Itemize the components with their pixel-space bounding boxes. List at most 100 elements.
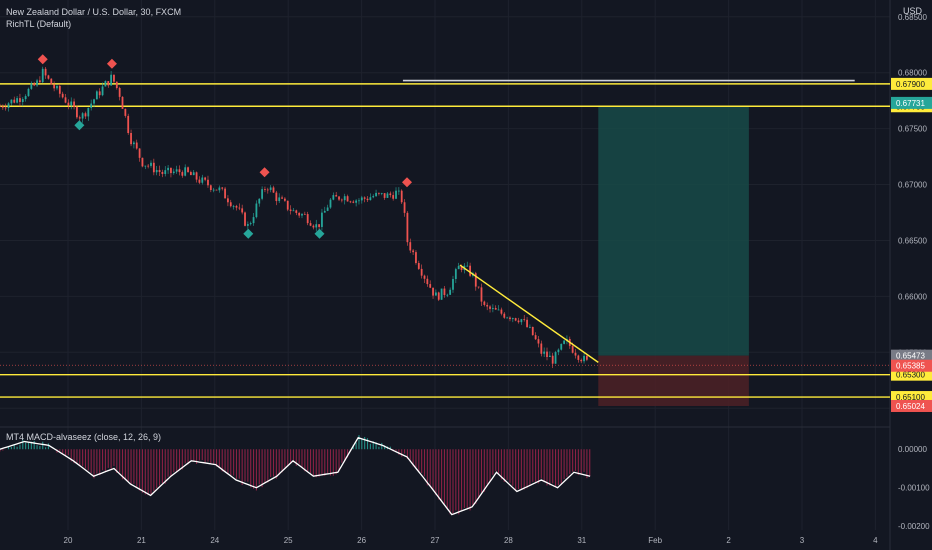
candle-body	[503, 313, 506, 318]
candle-body	[560, 343, 563, 350]
candle-body	[460, 265, 463, 270]
candle-body	[1, 106, 4, 108]
candle-body	[76, 106, 78, 118]
candle-body	[358, 200, 360, 202]
candle-body	[360, 197, 363, 201]
candle-body	[315, 224, 318, 228]
candle-body	[383, 193, 386, 198]
candle-body	[446, 294, 449, 296]
candle-body	[531, 326, 534, 336]
loss-zone	[598, 355, 749, 406]
price-tick-label: 0.67000	[898, 181, 927, 190]
candle-body	[224, 188, 226, 199]
candle-body	[138, 148, 141, 158]
candle-body	[19, 98, 21, 103]
candle-body	[258, 198, 261, 204]
candle-body	[184, 167, 187, 176]
candle-body	[101, 86, 104, 96]
candle-body	[452, 279, 454, 290]
candle-body	[189, 172, 192, 176]
candle-body	[16, 98, 18, 103]
indicator-label[interactable]: RichTL (Default)	[6, 19, 72, 29]
candle-body	[172, 171, 175, 174]
candle-body	[118, 88, 121, 97]
candle-body	[73, 101, 75, 107]
candle-body	[10, 99, 13, 104]
time-tick-label: 27	[431, 536, 440, 545]
price-tick-label: 0.66000	[898, 292, 927, 301]
candle-body	[480, 287, 483, 302]
candle-body	[346, 196, 349, 202]
candle-body	[84, 113, 87, 117]
candle-body	[64, 97, 67, 103]
candle-body	[432, 287, 434, 296]
candle-body	[175, 169, 178, 172]
candle-body	[113, 74, 115, 82]
oscillator-legend[interactable]: MT4 MACD-alvaseez (close, 12, 26, 9)	[6, 432, 162, 442]
candle-body	[93, 99, 95, 104]
candle-body	[363, 197, 366, 199]
candle-body	[107, 81, 110, 86]
candle-body	[352, 201, 355, 203]
candle-body	[238, 207, 241, 209]
candle-body	[195, 172, 198, 180]
candle-body	[483, 301, 486, 305]
time-tick-label: 25	[284, 536, 293, 545]
candle-body	[526, 319, 528, 328]
candle-body	[400, 190, 403, 203]
candle-body	[221, 187, 224, 189]
candle-body	[198, 179, 201, 183]
candle-body	[30, 83, 33, 89]
trendline	[459, 264, 599, 363]
price-axis: 0.68500 0.68000 0.67500 0.67000 0.66500 0.660…	[891, 13, 932, 531]
candle-body	[98, 91, 101, 96]
macd-tick-label: -0.00200	[898, 522, 930, 531]
candle-body	[252, 217, 255, 224]
candle-body	[246, 224, 249, 226]
candle-body	[187, 167, 189, 173]
level-price-tag: 0.65300	[896, 371, 925, 380]
candle-body	[386, 193, 389, 198]
time-tick-label: 26	[357, 536, 366, 545]
profit-zone	[598, 106, 749, 356]
candle-body	[110, 74, 113, 86]
candle-body	[309, 223, 312, 226]
candle-body	[181, 172, 184, 176]
candle-body	[406, 212, 409, 243]
candle-body	[477, 286, 480, 288]
candle-body	[255, 203, 258, 218]
time-tick-label: 24	[210, 536, 219, 545]
candle-body	[292, 210, 295, 212]
candle-body	[323, 210, 326, 213]
candle-body	[395, 190, 397, 199]
time-tick-label: 20	[64, 536, 73, 545]
candle-body	[529, 326, 531, 328]
candle-body	[90, 103, 93, 108]
horizontal-levels	[0, 83, 890, 398]
candle-body	[130, 133, 132, 145]
pivot-high-marker	[402, 177, 412, 188]
candle-body	[241, 208, 244, 213]
candle-body	[135, 142, 138, 149]
symbol-title[interactable]: New Zealand Dollar / U.S. Dollar, 30, FX…	[6, 7, 182, 17]
time-tick-label: 28	[504, 536, 513, 545]
candle-body	[312, 225, 315, 228]
candle-body	[284, 198, 286, 201]
candle-body	[127, 115, 130, 134]
price-tag: 0.65385	[896, 362, 925, 371]
candle-body	[580, 359, 583, 362]
candle-body	[378, 192, 380, 194]
candle-body	[457, 265, 460, 270]
candle-body	[67, 102, 70, 106]
candle-body	[469, 265, 471, 276]
candle-body	[389, 193, 392, 196]
candle-body	[295, 210, 298, 213]
macd-signal-line	[0, 436, 591, 516]
candle-body	[511, 318, 514, 320]
candle-body	[133, 142, 135, 145]
candle-body	[318, 224, 320, 227]
candle-body	[266, 189, 269, 191]
candle-body	[443, 288, 446, 296]
candle-body	[417, 263, 420, 269]
